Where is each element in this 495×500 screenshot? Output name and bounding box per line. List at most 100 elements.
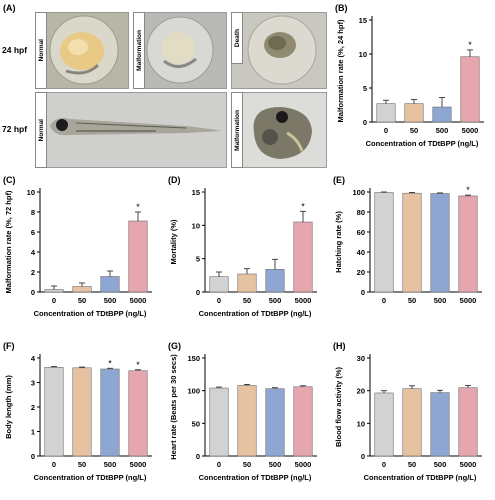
y-axis-label: Blood flow activity (%) [334,367,343,448]
bar-5000 [458,195,478,293]
panel-h-label: (H) [333,341,346,351]
bar-50 [72,286,92,293]
x-tick-label: 500 [104,460,117,469]
y-tick-label: 0 [196,452,200,461]
y-axis-label: Malformation rate (%, 24 hpf) [336,19,345,122]
y-axis-label: Body length (mm) [4,375,13,439]
significance-marker: * [466,185,470,195]
y-tick-label: 2 [31,268,35,277]
label-death-24hpf: Death [231,12,243,64]
x-tick-label: 0 [52,460,56,469]
x-axis-label: Concentration of TDtBPP (ng/L) [364,473,477,482]
x-tick-label: 0 [217,296,221,305]
bar-500 [265,269,285,293]
x-tick-label: 0 [217,460,221,469]
significance-marker: * [301,201,305,211]
y-tick-label: 40 [357,248,365,257]
x-tick-label: 5000 [130,296,147,305]
x-tick-label: 500 [104,296,117,305]
y-tick-label: 0 [363,118,367,127]
bar-0 [374,392,394,457]
x-tick-label: 50 [410,126,418,135]
panel-g-label: (G) [168,341,181,351]
bar-500 [100,368,120,457]
x-tick-label: 500 [269,460,282,469]
label-normal-72hpf: Normal [35,92,47,168]
x-tick-label: 0 [382,460,386,469]
y-tick-label: 0 [31,288,35,297]
y-tick-label: 2 [31,403,35,412]
bar-50 [72,367,92,457]
chart-hatching-rate: (E) 0 20 40 60 80 100 Hatching rate (%) 0 50 500 * 5… [333,175,482,305]
bar-5000 [293,386,313,457]
y-tick-label: 5 [363,84,367,93]
bar-500 [430,392,450,457]
x-axis-label: Concentration of TDtBPP (ng/L) [34,473,147,482]
bar-50 [402,388,422,457]
x-tick-label: 5000 [462,126,479,135]
x-axis-label: Concentration of TDtBPP (ng/L) [366,139,479,148]
x-tick-label: 0 [52,296,56,305]
y-tick-label: 5 [196,255,200,264]
y-tick-label: 15 [192,188,200,197]
embryo-death-24hpf-image [231,12,327,89]
bar-5000 [460,56,480,123]
x-tick-label: 50 [408,296,416,305]
label-normal-24hpf: Normal [35,12,47,89]
bar-0 [44,367,64,457]
panel-a-label: (A) [3,3,16,13]
y-tick-label: 0 [361,288,365,297]
y-tick-label: 0 [361,452,365,461]
significance-marker: * [468,40,472,50]
y-tick-label: 0 [31,452,35,461]
chart-mortality: (D) 0 5 10 15 Mortality (%) 0 50 500 * 5000 Concent… [168,175,317,318]
x-tick-label: 5000 [130,460,147,469]
larva-malformation-72hpf-image [231,92,327,168]
bar-500 [100,276,120,293]
y-axis-label: Mortality (%) [169,219,178,265]
y-tick-label: 20 [357,268,365,277]
y-tick-label: 50 [192,419,200,428]
bar-50 [404,103,424,123]
y-tick-label: 10 [192,221,200,230]
panel-a: (A) 24 hpf 72 hpf Normal Malformation De… [0,0,330,170]
y-tick-label: 4 [31,354,36,363]
bar-5000 [128,220,148,293]
bar-5000 [458,387,478,457]
x-tick-label: 0 [382,296,386,305]
y-axis-label: Malformation rate (%, 72 hpf) [4,190,13,293]
chart-blood-flow: (H) 0 10 20 30 Blood flow activity (%) 0 50 500 5… [333,341,482,482]
y-tick-label: 10 [357,419,365,428]
y-tick-label: 1 [31,428,35,437]
x-tick-label: 5000 [460,296,477,305]
chart-malformation-72hpf: (C) 0 2 4 6 8 10 Malformation rate (%, 72 hpf) 0… [3,175,152,318]
bar-5000 [128,370,148,457]
significance-marker: * [136,360,140,370]
x-tick-label: 500 [434,296,447,305]
x-tick-label: 50 [78,296,86,305]
bar-5000 [293,221,313,293]
embryo-malformation-24hpf-image [133,12,227,89]
y-tick-label: 60 [357,228,365,237]
y-tick-label: 6 [31,228,35,237]
panel-b-label: (B) [335,3,348,13]
x-axis-label: Concentration of TDtBPP (ng/L) [199,309,312,318]
y-tick-label: 100 [187,387,200,396]
panel-c-label: (C) [3,175,16,185]
x-tick-label: 5000 [295,296,312,305]
chart-heart-rate: (G) 0 50 100 150 Heart rate (Beats per 30 sec… [168,341,317,482]
row-label-72hpf: 72 hpf [2,124,28,134]
x-axis-label: Concentration of TDtBPP (ng/L) [34,309,147,318]
bar-50 [237,273,257,293]
bar-0 [376,103,396,123]
chart-malformation-24hpf: (B) 0 5 10 15 Malformation rate (%, 24 hpf) 0 5… [335,3,484,148]
x-tick-label: 50 [243,296,251,305]
y-tick-label: 30 [357,354,365,363]
panel-d-label: (D) [168,175,181,185]
x-tick-label: 5000 [295,460,312,469]
y-tick-label: 8 [31,208,35,217]
y-tick-label: 10 [359,50,367,59]
x-tick-label: 50 [408,460,416,469]
label-malformation-24hpf: Malformation [133,12,145,89]
x-tick-label: 50 [243,460,251,469]
